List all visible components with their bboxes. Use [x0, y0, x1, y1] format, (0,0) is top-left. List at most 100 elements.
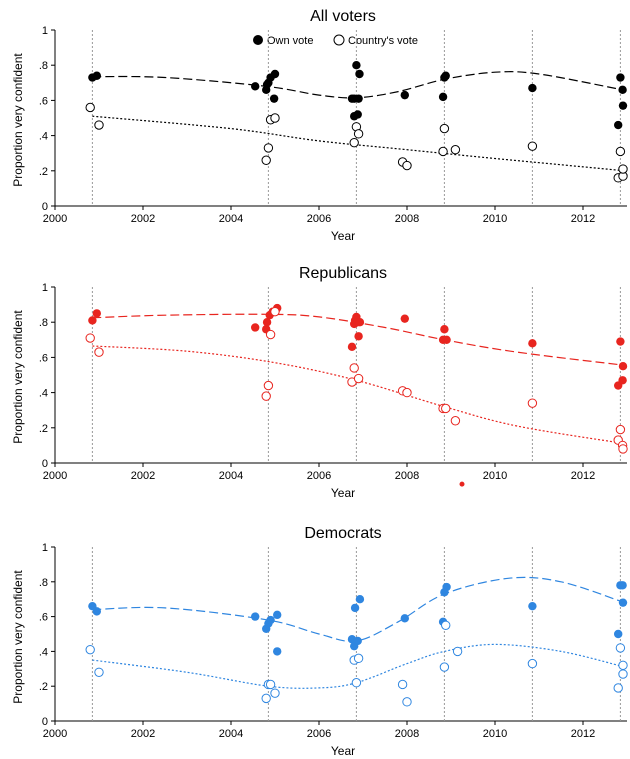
country-vote-point [94, 120, 104, 130]
legend-own-label: Own vote [267, 35, 313, 47]
country-vote-point [439, 123, 450, 134]
country-vote-point [261, 155, 271, 165]
own-vote-point [616, 337, 625, 346]
country-vote-point [615, 643, 626, 653]
own-vote-point [262, 318, 272, 327]
y-tick-label: .2 [39, 423, 48, 435]
x-tick-label: 2002 [131, 728, 155, 740]
own-vote-point [266, 615, 275, 625]
country-vote-point [438, 146, 448, 157]
own-vote-point [251, 323, 260, 332]
own-vote-point [251, 612, 260, 621]
x-tick-label: 2000 [43, 728, 67, 740]
country-vote-point [261, 391, 271, 401]
country-vote-point [353, 653, 364, 664]
own-vote-point [528, 339, 537, 348]
country-vote-point [615, 424, 626, 435]
x-tick-label: 2002 [131, 470, 155, 482]
x-tick-label: 2004 [219, 213, 243, 225]
own-vote-point [251, 82, 260, 91]
own-vote-point [528, 83, 537, 93]
x-tick-label: 2006 [307, 470, 331, 482]
own-vote-point [354, 94, 363, 103]
y-tick-label: 0 [42, 458, 48, 470]
country-vote-trend-line [92, 345, 625, 445]
country-vote-point [351, 678, 362, 688]
x-tick-label: 2002 [131, 213, 155, 225]
x-tick-label: 2008 [395, 213, 419, 225]
own-vote-point [352, 60, 361, 70]
y-tick-label: 1 [42, 25, 48, 37]
country-vote-point [270, 688, 280, 698]
legend-country-label: Country's vote [348, 35, 418, 47]
y-tick-label: 1 [42, 282, 48, 294]
chart-title: Republicans [299, 265, 387, 282]
y-tick-label: .2 [39, 681, 48, 693]
own-vote-point [400, 90, 409, 100]
country-vote-point [615, 146, 626, 157]
own-vote-point [618, 376, 627, 385]
x-axis-label: Year [331, 486, 355, 500]
y-tick-label: 0 [42, 716, 48, 728]
x-tick-label: 2000 [43, 470, 67, 482]
own-vote-trend-line [92, 71, 623, 99]
x-tick-label: 2008 [395, 728, 419, 740]
country-vote-point [270, 113, 280, 123]
own-vote-point [400, 614, 409, 623]
legend-own-marker [253, 35, 263, 45]
panel-all-voters: All voters Own vote Country's vote Year … [11, 8, 628, 243]
country-vote-point [265, 679, 276, 690]
country-vote-point [270, 306, 280, 317]
country-vote-point [261, 693, 271, 704]
y-axis-label: Proportion very confident [11, 53, 25, 187]
own-vote-trend-line [92, 313, 625, 366]
y-tick-label: 1 [42, 542, 48, 554]
country-vote-point [402, 697, 412, 707]
country-vote-point [441, 620, 451, 630]
own-vote-point [400, 314, 409, 323]
own-vote-point [273, 647, 282, 656]
own-vote-point [355, 69, 364, 79]
country-vote-point [618, 444, 628, 454]
own-vote-point [442, 582, 451, 592]
country-vote-point [353, 373, 364, 384]
y-tick-label: .4 [39, 131, 48, 143]
own-vote-point [616, 73, 625, 82]
country-vote-point [85, 644, 95, 655]
y-tick-label: .6 [39, 352, 48, 364]
country-vote-point [94, 667, 104, 677]
legend: Own vote Country's vote [253, 34, 418, 47]
own-vote-point [618, 85, 627, 95]
country-vote-point [263, 143, 274, 153]
country-vote-point [450, 144, 461, 155]
country-vote-point [349, 363, 359, 373]
y-tick-label: .6 [39, 95, 48, 107]
x-tick-label: 2006 [307, 728, 331, 740]
own-vote-point [269, 94, 279, 103]
y-tick-label: .8 [39, 577, 48, 589]
country-vote-point [441, 403, 451, 414]
own-vote-point [618, 581, 627, 590]
x-tick-label: 2010 [483, 728, 507, 740]
panel-democrats: Democrats Year Proportion very confident… [11, 525, 628, 758]
y-tick-label: .6 [39, 612, 48, 624]
panel-republicans: Republicans Year Proportion very confide… [11, 265, 628, 500]
y-axis-label: Proportion very confident [11, 570, 25, 704]
own-vote-point [92, 309, 102, 318]
country-vote-point [85, 333, 95, 343]
country-vote-point [450, 416, 461, 426]
own-vote-point [618, 101, 628, 110]
country-vote-point [85, 102, 95, 113]
own-vote-point [618, 362, 628, 371]
own-vote-point [440, 325, 449, 334]
x-tick-label: 2006 [307, 213, 331, 225]
own-vote-point [438, 92, 448, 102]
country-vote-point [265, 329, 276, 340]
own-vote-trend-line [92, 576, 625, 643]
country-vote-point [527, 141, 538, 151]
country-vote-point [94, 347, 104, 357]
own-vote-point [270, 69, 280, 79]
x-axis-label: Year [331, 744, 355, 758]
x-tick-label: 2012 [571, 728, 595, 740]
